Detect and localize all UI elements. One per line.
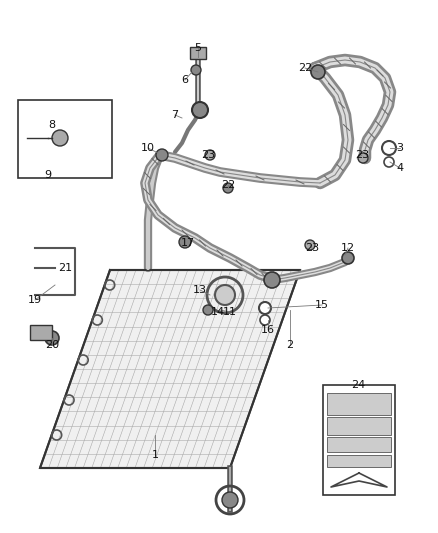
Bar bbox=[327, 437, 391, 452]
Text: 13: 13 bbox=[193, 285, 207, 295]
Bar bbox=[327, 417, 391, 435]
Circle shape bbox=[260, 315, 270, 325]
Circle shape bbox=[215, 285, 235, 305]
Text: 23: 23 bbox=[355, 150, 369, 160]
Text: 10: 10 bbox=[141, 143, 155, 153]
Text: 6: 6 bbox=[181, 75, 188, 85]
Text: 23: 23 bbox=[305, 243, 319, 253]
Circle shape bbox=[192, 102, 208, 118]
Circle shape bbox=[305, 240, 315, 250]
Bar bbox=[190, 47, 206, 59]
Circle shape bbox=[52, 130, 68, 146]
Circle shape bbox=[191, 65, 201, 75]
Circle shape bbox=[382, 141, 396, 155]
Circle shape bbox=[342, 252, 354, 264]
Text: 9: 9 bbox=[44, 170, 52, 180]
Bar bbox=[18, 100, 112, 178]
Bar bbox=[327, 393, 391, 415]
Text: 4: 4 bbox=[396, 163, 403, 173]
Polygon shape bbox=[40, 270, 300, 468]
Circle shape bbox=[358, 153, 368, 163]
Circle shape bbox=[203, 305, 213, 315]
Text: 19: 19 bbox=[28, 295, 42, 305]
Text: 2: 2 bbox=[286, 340, 293, 350]
Circle shape bbox=[179, 236, 191, 248]
Circle shape bbox=[222, 492, 238, 508]
Text: 5: 5 bbox=[194, 43, 201, 53]
Circle shape bbox=[156, 149, 168, 161]
Text: 23: 23 bbox=[201, 150, 215, 160]
Text: 16: 16 bbox=[261, 325, 275, 335]
Text: 24: 24 bbox=[351, 380, 365, 390]
Circle shape bbox=[384, 157, 394, 167]
Text: 14: 14 bbox=[211, 307, 225, 317]
Bar bbox=[323, 385, 395, 495]
Text: 7: 7 bbox=[171, 110, 179, 120]
Text: 3: 3 bbox=[396, 143, 403, 153]
Text: 8: 8 bbox=[49, 120, 56, 130]
Bar bbox=[30, 325, 52, 340]
Text: 20: 20 bbox=[45, 340, 59, 350]
Text: 1: 1 bbox=[152, 450, 159, 460]
Circle shape bbox=[311, 65, 325, 79]
Text: 11: 11 bbox=[223, 307, 237, 317]
Circle shape bbox=[205, 150, 215, 160]
Circle shape bbox=[45, 331, 59, 345]
Text: 22: 22 bbox=[298, 63, 312, 73]
Text: 22: 22 bbox=[221, 180, 235, 190]
Text: 21: 21 bbox=[58, 263, 72, 273]
Circle shape bbox=[264, 272, 280, 288]
Text: 15: 15 bbox=[315, 300, 329, 310]
Circle shape bbox=[223, 183, 233, 193]
Text: 12: 12 bbox=[341, 243, 355, 253]
Bar bbox=[327, 455, 391, 467]
Text: 17: 17 bbox=[181, 238, 195, 248]
Circle shape bbox=[259, 302, 271, 314]
